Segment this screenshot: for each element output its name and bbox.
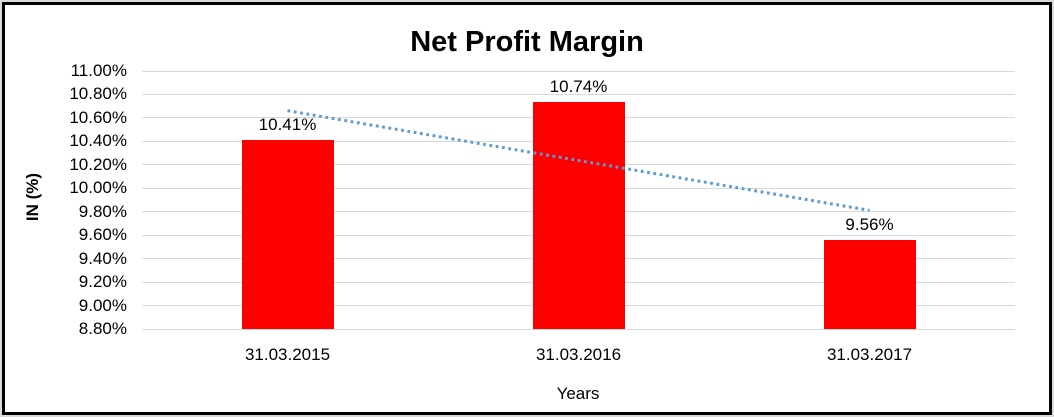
gridline [142, 328, 1015, 330]
y-tick-label: 10.80% [69, 84, 127, 104]
y-tick-label: 9.40% [78, 248, 127, 268]
chart-title: Net Profit Margin [410, 26, 644, 58]
bar [241, 140, 334, 329]
gridline [142, 93, 1015, 95]
x-category-label: 31.03.2017 [826, 345, 913, 364]
x-axis-title: Years [556, 384, 600, 403]
y-tick-label: 9.00% [78, 295, 127, 315]
y-tick-label: 9.60% [78, 225, 127, 245]
y-tick-label: 10.40% [69, 131, 127, 151]
trendline [287, 109, 870, 212]
x-category-label: 31.03.2015 [244, 345, 331, 364]
gridline [142, 70, 1015, 72]
bar [823, 239, 916, 329]
y-tick-label: 10.60% [69, 107, 127, 127]
y-tick-label: 9.80% [78, 201, 127, 221]
y-tick-label: 9.20% [78, 272, 127, 292]
bar-value-label: 10.41% [258, 115, 317, 135]
bar-value-label: 10.74% [549, 76, 608, 96]
y-tick-label: 10.00% [69, 178, 127, 198]
y-tick-label: 8.80% [78, 319, 127, 338]
y-tick-label: 10.20% [69, 154, 127, 174]
trendline-path [287, 109, 870, 212]
bar-value-label: 9.56% [845, 214, 894, 234]
bar [532, 101, 625, 329]
x-category-label: 31.03.2016 [535, 345, 622, 364]
y-tick-label: 11.00% [70, 61, 127, 80]
plot-area: 10.41% 10.74% 9.56% [142, 70, 1015, 330]
